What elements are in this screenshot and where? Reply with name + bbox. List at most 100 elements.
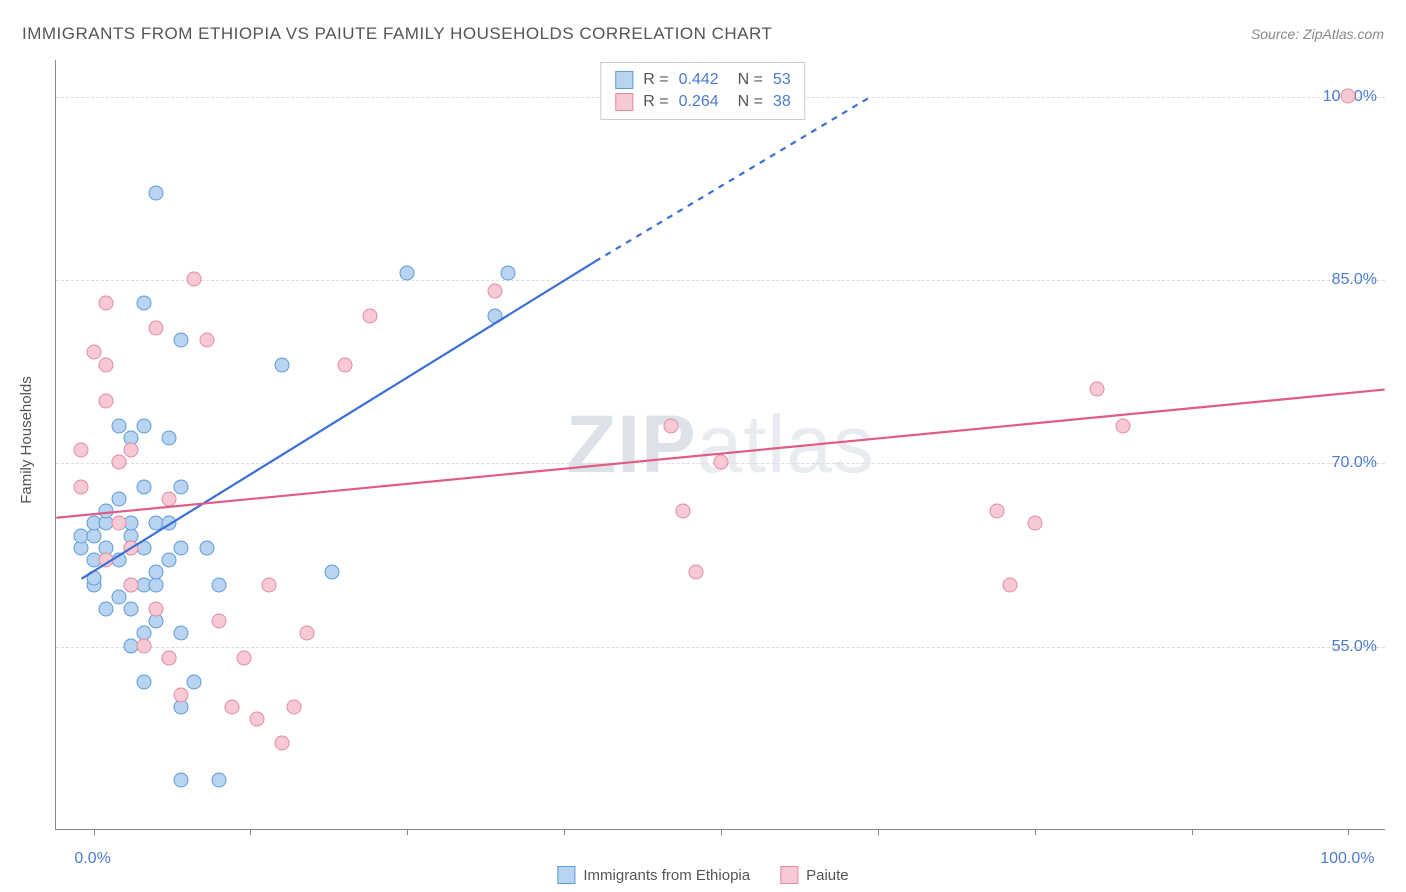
x-tick (564, 829, 565, 835)
point-ethiopia (149, 565, 164, 580)
point-ethiopia (161, 516, 176, 531)
point-paiute (488, 284, 503, 299)
point-paiute (990, 504, 1005, 519)
point-ethiopia (86, 571, 101, 586)
legend-label-paiute: Paiute (806, 867, 849, 884)
x-tick (250, 829, 251, 835)
legend-swatch-paiute (780, 866, 798, 884)
point-paiute (124, 443, 139, 458)
point-paiute (237, 650, 252, 665)
point-paiute (676, 504, 691, 519)
point-ethiopia (199, 540, 214, 555)
point-ethiopia (212, 773, 227, 788)
point-paiute (174, 687, 189, 702)
point-paiute (1341, 88, 1356, 103)
point-ethiopia (325, 565, 340, 580)
watermark-suffix: atlas (697, 399, 875, 490)
x-tick (407, 829, 408, 835)
legend-swatch-ethiopia (557, 866, 575, 884)
point-paiute (86, 345, 101, 360)
point-ethiopia (136, 418, 151, 433)
r-value-ethiopia: 0.442 (679, 71, 719, 89)
x-tick (878, 829, 879, 835)
point-paiute (274, 736, 289, 751)
swatch-paiute (615, 93, 633, 111)
point-paiute (187, 272, 202, 287)
point-ethiopia (136, 675, 151, 690)
point-ethiopia (99, 602, 114, 617)
point-paiute (199, 333, 214, 348)
stats-row-ethiopia: R = 0.442 N = 53 (615, 69, 790, 91)
trend-line-ethiopia (81, 261, 595, 578)
point-ethiopia (174, 540, 189, 555)
y-tick-label: 55.0% (1332, 638, 1377, 656)
n-value-ethiopia: 53 (773, 71, 791, 89)
point-paiute (337, 357, 352, 372)
point-paiute (224, 699, 239, 714)
chart-title: IMMIGRANTS FROM ETHIOPIA VS PAIUTE FAMIL… (22, 24, 772, 44)
trend-line-dashed-ethiopia (595, 97, 871, 262)
point-ethiopia (500, 265, 515, 280)
x-tick (1035, 829, 1036, 835)
point-paiute (99, 553, 114, 568)
point-paiute (714, 455, 729, 470)
point-paiute (362, 308, 377, 323)
x-tick (94, 829, 95, 835)
point-paiute (136, 638, 151, 653)
point-paiute (1027, 516, 1042, 531)
x-tick (1348, 829, 1349, 835)
x-tick (721, 829, 722, 835)
point-paiute (124, 577, 139, 592)
point-ethiopia (174, 626, 189, 641)
y-axis-label: Family Households (18, 376, 35, 504)
legend-bottom: Immigrants from Ethiopia Paiute (557, 866, 848, 884)
point-paiute (1002, 577, 1017, 592)
point-ethiopia (161, 430, 176, 445)
point-paiute (161, 492, 176, 507)
y-tick-label: 85.0% (1332, 271, 1377, 289)
point-paiute (1115, 418, 1130, 433)
point-ethiopia (111, 418, 126, 433)
trend-line-paiute (56, 390, 1384, 518)
point-paiute (99, 357, 114, 372)
watermark-prefix: ZIP (566, 399, 697, 490)
legend-label-ethiopia: Immigrants from Ethiopia (583, 867, 750, 884)
point-paiute (287, 699, 302, 714)
point-paiute (212, 614, 227, 629)
chart-container: IMMIGRANTS FROM ETHIOPIA VS PAIUTE FAMIL… (0, 0, 1406, 892)
point-paiute (262, 577, 277, 592)
point-paiute (149, 602, 164, 617)
point-ethiopia (212, 577, 227, 592)
point-paiute (299, 626, 314, 641)
point-paiute (663, 418, 678, 433)
point-ethiopia (174, 333, 189, 348)
point-ethiopia (99, 504, 114, 519)
point-ethiopia (149, 186, 164, 201)
point-ethiopia (174, 479, 189, 494)
point-ethiopia (400, 265, 415, 280)
point-paiute (111, 455, 126, 470)
point-paiute (249, 712, 264, 727)
stats-box: R = 0.442 N = 53 R = 0.264 N = 38 (600, 62, 805, 120)
point-ethiopia (274, 357, 289, 372)
watermark: ZIPatlas (566, 398, 875, 492)
point-ethiopia (161, 553, 176, 568)
point-paiute (124, 540, 139, 555)
point-paiute (74, 479, 89, 494)
n-value-paiute: 38 (773, 93, 791, 111)
plot-area: ZIPatlas 55.0%70.0%85.0%100.0% (55, 60, 1385, 830)
point-paiute (688, 565, 703, 580)
x-tick-label: 0.0% (74, 850, 110, 868)
swatch-ethiopia (615, 71, 633, 89)
point-ethiopia (111, 492, 126, 507)
r-value-paiute: 0.264 (679, 93, 719, 111)
point-ethiopia (136, 479, 151, 494)
point-ethiopia (136, 296, 151, 311)
x-tick-label: 100.0% (1320, 850, 1374, 868)
stats-row-paiute: R = 0.264 N = 38 (615, 91, 790, 113)
point-paiute (99, 394, 114, 409)
point-ethiopia (124, 602, 139, 617)
x-tick (1192, 829, 1193, 835)
point-ethiopia (111, 589, 126, 604)
gridline (56, 280, 1385, 281)
